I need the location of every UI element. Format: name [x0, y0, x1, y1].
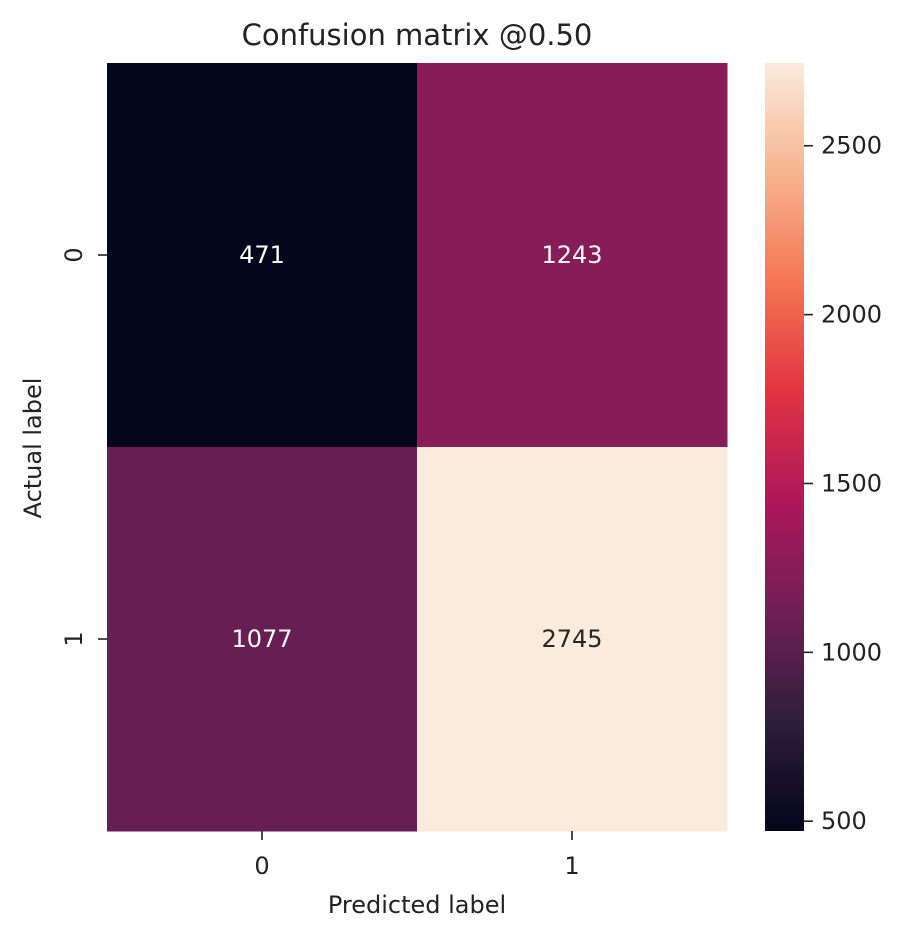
x-tick-label: 1 — [564, 852, 579, 880]
y-axis: 01 — [60, 247, 107, 647]
cell-value-label: 1243 — [541, 241, 602, 269]
heatmap-cell-labels: 471 1243 1077 2745 — [231, 241, 602, 653]
y-tick-label: 1 — [60, 631, 88, 646]
colorbar-tick-label: 1000 — [821, 638, 882, 666]
heatmap-cells — [107, 63, 728, 832]
colorbar-tick-label: 2000 — [821, 301, 882, 329]
colorbar-tick-label: 500 — [821, 807, 867, 835]
heatmap-cell — [417, 447, 728, 832]
cell-value-label: 471 — [239, 241, 285, 269]
heatmap-cell — [417, 63, 728, 448]
heatmap-cell — [107, 447, 418, 832]
colorbar-ticks: 500 1000 1500 2000 2500 — [804, 132, 882, 835]
cell-value-label: 2745 — [541, 625, 602, 653]
heatmap-cell — [107, 63, 418, 448]
y-axis-label: Actual label — [19, 378, 47, 519]
chart-title: Confusion matrix @0.50 — [242, 18, 593, 52]
colorbar — [765, 63, 804, 831]
colorbar-tick-label: 2500 — [821, 132, 882, 160]
x-axis-label: Predicted label — [328, 891, 506, 919]
y-tick-label: 0 — [60, 247, 88, 262]
x-tick-label: 0 — [254, 852, 269, 880]
colorbar-tick-label: 1500 — [821, 469, 882, 497]
cell-value-label: 1077 — [231, 625, 292, 653]
